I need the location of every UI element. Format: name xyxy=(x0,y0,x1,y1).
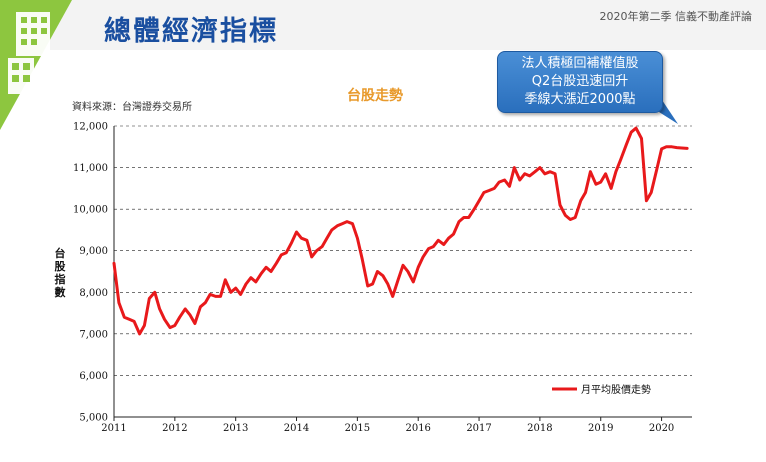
page-title: 總體經濟指標 xyxy=(104,16,278,47)
y-axis-label-char: 台 xyxy=(54,247,66,260)
y-tick-label: 7,000 xyxy=(79,329,108,340)
x-tick-label: 2012 xyxy=(162,423,187,434)
callout-line: 季線大漲近2000點 xyxy=(524,92,636,107)
x-tick-label: 2019 xyxy=(588,423,613,434)
y-tick-label: 12,000 xyxy=(73,122,108,133)
series-line xyxy=(112,126,689,336)
x-tick-label: 2020 xyxy=(649,423,674,434)
x-tick-label: 2011 xyxy=(101,423,126,434)
legend-label: 月平均股價走勢 xyxy=(581,383,651,396)
header-note: 2020年第二季 信義不動產評論 xyxy=(599,10,753,23)
building-logo-icon xyxy=(0,0,72,130)
y-tick-label: 11,000 xyxy=(73,163,108,174)
x-tick-label: 2018 xyxy=(527,423,552,434)
callout-line: 法人積極回補權值股 xyxy=(521,56,639,71)
y-tick-label: 8,000 xyxy=(79,288,108,299)
annotation-callout: 法人積極回補權值股 Q2台股迅速回升 季線大漲近2000點 xyxy=(497,51,663,113)
x-tick-labels: 2011 2012 2013 2014 2015 2016 2017 2018 2019 2020 xyxy=(101,423,674,434)
chart-title: 台股走勢 xyxy=(347,88,403,104)
y-axis-label-char: 數 xyxy=(54,286,66,299)
chart-legend: 月平均股價走勢 xyxy=(552,383,651,396)
y-tick-label: 10,000 xyxy=(73,205,108,216)
callout-line: Q2台股迅速回升 xyxy=(531,74,629,89)
x-tick-label: 2013 xyxy=(223,423,248,434)
x-tick-label: 2016 xyxy=(405,423,430,434)
header-band xyxy=(0,0,766,50)
x-tick-label: 2014 xyxy=(284,423,309,434)
chart-grid xyxy=(114,125,692,376)
y-tick-label: 6,000 xyxy=(79,371,108,382)
x-tick-label: 2017 xyxy=(466,423,491,434)
x-tick-label: 2015 xyxy=(345,423,370,434)
y-tick-labels: 5,000 6,000 7,000 8,000 9,000 10,000 11,000 12,… xyxy=(73,122,108,424)
y-axis-label-char: 指 xyxy=(54,273,66,286)
y-tick-label: 5,000 xyxy=(79,413,108,424)
chart-series xyxy=(112,126,689,336)
chart-axes xyxy=(113,126,692,421)
y-axis-label: 台 股 指 數 xyxy=(53,247,67,299)
y-tick-label: 9,000 xyxy=(79,246,108,257)
y-axis-label-char: 股 xyxy=(54,260,66,273)
data-source: 資料來源：台灣證券交易所 xyxy=(72,102,192,113)
